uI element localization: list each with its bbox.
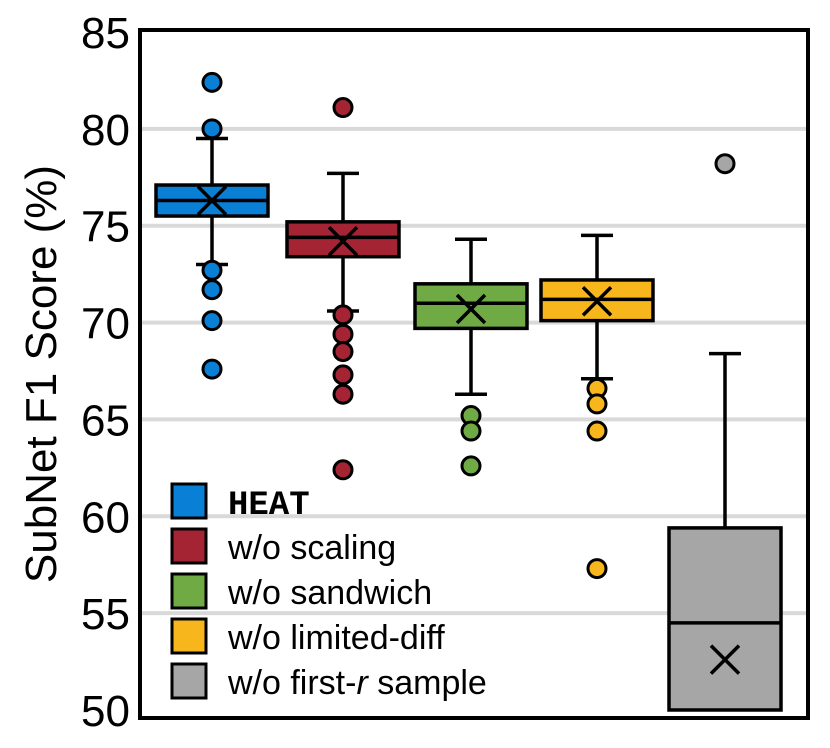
outlier-point bbox=[586, 558, 608, 580]
box-group bbox=[539, 233, 655, 580]
box-group bbox=[413, 237, 529, 477]
legend-swatch bbox=[170, 527, 208, 565]
box-group bbox=[154, 71, 270, 380]
legend-swatch bbox=[170, 572, 208, 610]
outlier-point bbox=[586, 420, 608, 442]
outlier-point bbox=[332, 459, 354, 481]
outlier-point bbox=[201, 71, 223, 93]
y-tick-label: 60 bbox=[81, 493, 130, 542]
legend-swatch bbox=[170, 662, 208, 700]
outlier-point bbox=[714, 153, 736, 175]
outlier-point bbox=[332, 304, 354, 326]
outlier-point bbox=[201, 118, 223, 140]
box-group bbox=[285, 97, 401, 481]
outlier-point bbox=[332, 364, 354, 386]
legend-label: HEAT bbox=[228, 487, 310, 525]
legend: HEAT w/o scaling w/o sandwich w/o limited-d… bbox=[170, 482, 487, 702]
legend-label: w/o scaling bbox=[227, 529, 396, 567]
y-tick-label: 80 bbox=[81, 106, 130, 155]
legend-swatch bbox=[170, 617, 208, 655]
box bbox=[413, 282, 529, 331]
outlier-point bbox=[460, 420, 482, 442]
outlier-point bbox=[201, 310, 223, 332]
outlier-point bbox=[201, 259, 223, 281]
box-series bbox=[154, 71, 783, 712]
mean-marker bbox=[327, 225, 359, 257]
outlier-point bbox=[201, 358, 223, 380]
y-tick-label: 85 bbox=[81, 9, 130, 58]
y-tick-label: 65 bbox=[81, 396, 130, 445]
outlier-point bbox=[201, 279, 223, 301]
mean-marker bbox=[581, 286, 613, 317]
y-tick-label: 70 bbox=[81, 300, 130, 349]
y-axis-label: SubNet F1 Score (%) bbox=[17, 165, 66, 583]
plot-frame bbox=[138, 28, 810, 720]
mean-marker bbox=[709, 644, 741, 675]
y-tick-label: 50 bbox=[81, 687, 130, 736]
outlier-point bbox=[460, 455, 482, 477]
legend-label: w/o first-r sample bbox=[227, 664, 487, 702]
legend-label: w/o limited-diff bbox=[227, 619, 445, 657]
y-tick-label: 55 bbox=[81, 590, 130, 639]
box-group bbox=[667, 153, 783, 712]
outlier-point bbox=[586, 393, 608, 415]
legend-swatch bbox=[170, 482, 208, 520]
outlier-point bbox=[332, 383, 354, 405]
outlier-point bbox=[332, 341, 354, 363]
box bbox=[667, 526, 783, 712]
mean-marker bbox=[455, 293, 487, 325]
mean-marker bbox=[196, 185, 228, 216]
outlier-point bbox=[332, 97, 354, 119]
y-axis-ticks: 50 55 60 65 70 75 80 85 bbox=[81, 9, 130, 736]
y-tick-label: 75 bbox=[81, 203, 130, 252]
legend-label: w/o sandwich bbox=[227, 574, 432, 612]
outlier-point bbox=[332, 323, 354, 345]
